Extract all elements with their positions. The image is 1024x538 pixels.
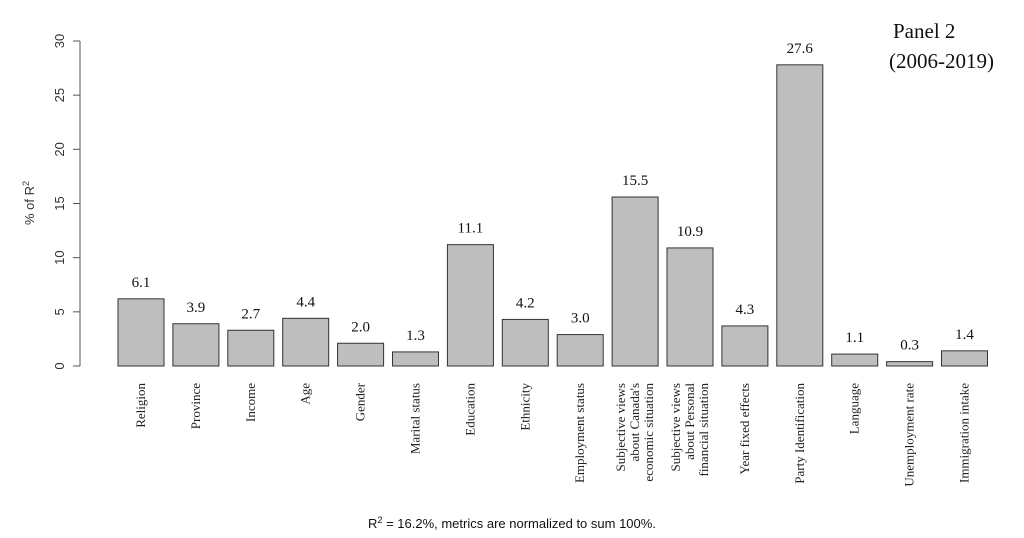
y-axis-label: % of R2 xyxy=(21,181,37,225)
category-label-line: Immigration intake xyxy=(957,383,972,483)
y-axis: 0 5 10 15 20 25 30 xyxy=(52,34,81,370)
bar xyxy=(172,323,220,367)
value-label: 1.1 xyxy=(845,330,864,346)
category-label-line: economic situation xyxy=(641,383,656,482)
category-label-line: Age xyxy=(298,383,313,405)
panel-label-line1: Panel 2 xyxy=(893,19,955,43)
value-label: 2.7 xyxy=(241,306,260,322)
value-label: 0.3 xyxy=(900,338,919,354)
value-labels: 6.1 3.9 2.7 4.4 2.0 1.3 11.1 4.2 3.0 15.5 10.9 4.3 2… xyxy=(132,41,975,354)
category-label: Employment status xyxy=(572,383,587,483)
category-label: Education xyxy=(462,383,477,436)
value-label: 1.3 xyxy=(406,328,425,344)
bar xyxy=(831,353,879,367)
category-label: Religion xyxy=(133,383,148,428)
value-label: 1.4 xyxy=(955,327,974,343)
y-tick-label: 5 xyxy=(52,308,67,315)
y-tick-label: 10 xyxy=(52,250,67,264)
category-label-line: Subjective views xyxy=(668,383,683,471)
y-tick-label: 0 xyxy=(52,362,67,369)
category-label-line: Income xyxy=(243,383,258,422)
bar xyxy=(337,342,385,367)
bar xyxy=(392,351,439,367)
bar xyxy=(776,64,824,367)
footnote-superscript: 2 xyxy=(377,515,382,525)
category-label-line: Year fixed effects xyxy=(737,383,752,475)
value-label: 27.6 xyxy=(787,41,814,57)
category-label-line: Province xyxy=(188,383,203,429)
category-label: Ethnicity xyxy=(517,383,532,431)
y-axis-label-superscript: 2 xyxy=(21,181,31,186)
bar xyxy=(117,298,165,367)
y-tick-label: 30 xyxy=(52,34,67,48)
category-label: Immigration intake xyxy=(957,383,972,483)
category-label-line: Ethnicity xyxy=(517,383,532,431)
value-label: 4.4 xyxy=(296,294,315,310)
category-label-line: Marital status xyxy=(408,383,423,454)
category-label-line: about Personal xyxy=(682,383,697,460)
bar xyxy=(446,244,494,367)
category-label: Province xyxy=(188,383,203,429)
footnote-r: R xyxy=(368,516,377,531)
category-label: Party Identification xyxy=(792,383,807,484)
y-tick-label: 25 xyxy=(52,88,67,102)
category-labels: Religion Province Income Age Gender Marital s… xyxy=(133,382,972,486)
category-label: Income xyxy=(243,383,258,422)
bar xyxy=(227,329,275,367)
panel-label-line2: (2006-2019) xyxy=(889,49,994,73)
bars xyxy=(117,64,988,367)
category-label-line: Education xyxy=(462,383,477,436)
bar xyxy=(941,350,988,367)
category-label-line: Gender xyxy=(353,382,368,421)
bar xyxy=(721,325,769,367)
bar xyxy=(556,334,604,367)
value-label: 10.9 xyxy=(677,224,703,240)
footnote-text: = 16.2%, metrics are normalized to sum 1… xyxy=(382,516,655,531)
category-label: Age xyxy=(298,383,313,405)
category-label-line: financial situation xyxy=(696,383,711,477)
category-label-line: about Canada's xyxy=(627,383,642,462)
bar xyxy=(501,318,549,367)
category-label: Marital status xyxy=(408,383,423,454)
bar xyxy=(611,196,659,367)
bar xyxy=(666,247,714,367)
value-label: 15.5 xyxy=(622,173,648,189)
y-axis-label-text: % of R xyxy=(22,186,37,225)
category-label: Subjective viewsabout Canada'seconomic s… xyxy=(613,383,656,482)
category-label: Language xyxy=(847,383,862,434)
value-label: 4.2 xyxy=(516,295,535,311)
category-label: Gender xyxy=(353,382,368,421)
y-tick-label: 15 xyxy=(52,196,67,210)
category-label-line: Party Identification xyxy=(792,383,807,484)
bar xyxy=(886,361,934,367)
y-tick-label: 20 xyxy=(52,142,67,156)
category-label: Year fixed effects xyxy=(737,383,752,475)
bar xyxy=(282,317,330,367)
value-label: 3.9 xyxy=(187,300,206,316)
category-label: Subjective viewsabout Personalfinancial … xyxy=(668,383,711,477)
category-label-line: Subjective views xyxy=(613,383,628,471)
category-label-line: Religion xyxy=(133,383,148,428)
category-label: Unemployment rate xyxy=(902,383,917,487)
value-label: 2.0 xyxy=(351,319,370,335)
category-label-line: Language xyxy=(847,383,862,434)
category-label-line: Unemployment rate xyxy=(902,383,917,487)
footnote: R2 = 16.2%, metrics are normalized to su… xyxy=(368,515,656,531)
value-label: 11.1 xyxy=(458,221,484,237)
category-label-line: Employment status xyxy=(572,383,587,483)
value-label: 3.0 xyxy=(571,311,590,327)
value-label: 6.1 xyxy=(132,275,151,291)
value-label: 4.3 xyxy=(736,302,755,318)
